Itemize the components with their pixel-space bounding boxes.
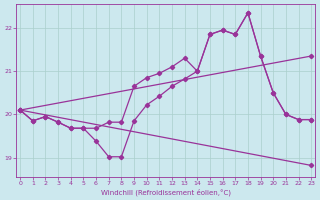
X-axis label: Windchill (Refroidissement éolien,°C): Windchill (Refroidissement éolien,°C) (101, 188, 231, 196)
